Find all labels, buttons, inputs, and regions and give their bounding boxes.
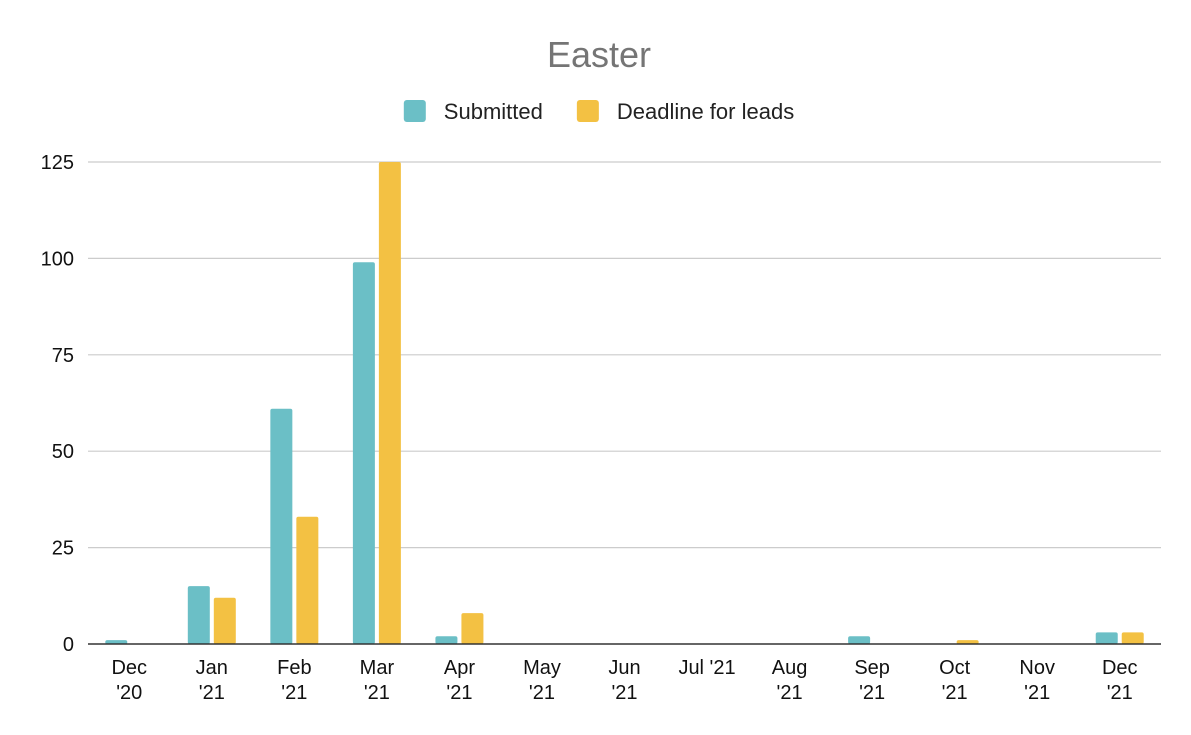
bar-deadline-for-leads <box>956 640 979 644</box>
bar-deadline-for-leads <box>1121 632 1144 644</box>
x-tick-label: Dec '21 <box>1102 657 1138 704</box>
legend-swatch <box>576 100 599 122</box>
gridlines <box>88 161 1161 549</box>
x-tick-label: Mar '21 <box>360 657 395 704</box>
chart-title: Easter <box>547 34 651 75</box>
bar-submitted <box>105 640 128 644</box>
legend-label: Deadline for leads <box>617 99 794 124</box>
x-tick-label: Dec '20 <box>111 657 147 704</box>
y-axis-ticks: 0 25 50 75 100 125 <box>41 152 74 656</box>
y-tick-label: 0 <box>63 634 74 656</box>
x-tick-label: Jan '21 <box>196 657 228 704</box>
x-tick-label: Apr '21 <box>444 657 475 704</box>
x-tick-label: Feb '21 <box>277 657 311 704</box>
x-tick-label: Aug '21 <box>772 657 808 704</box>
bar-submitted <box>435 636 458 644</box>
bar-submitted <box>352 262 375 644</box>
bar-deadline-for-leads <box>378 162 401 644</box>
y-tick-label: 75 <box>52 345 74 367</box>
bars <box>105 162 1144 644</box>
bar-submitted <box>270 408 293 644</box>
x-tick-label: Jun '21 <box>608 657 640 704</box>
legend-label: Submitted <box>444 99 543 124</box>
y-tick-label: 25 <box>52 538 74 560</box>
x-axis-ticks: Dec '20 Jan '21 Feb '21 Mar '21 Apr '21 May '21 Jun '… <box>111 657 1137 704</box>
bar-deadline-for-leads <box>296 516 319 644</box>
bar-deadline-for-leads <box>213 597 236 644</box>
legend-swatch <box>403 100 426 122</box>
bar-submitted <box>187 586 210 644</box>
x-tick-label: Sep '21 <box>854 657 890 704</box>
x-tick-label: Nov '21 <box>1019 657 1055 704</box>
legend: Submitted Deadline for leads <box>403 99 794 124</box>
y-tick-label: 125 <box>41 152 74 174</box>
x-tick-label: Jul '21 <box>678 657 735 679</box>
x-tick-label: May '21 <box>523 657 561 704</box>
y-tick-label: 100 <box>41 248 74 270</box>
y-tick-label: 50 <box>52 441 74 463</box>
bar-submitted <box>848 636 871 644</box>
bar-submitted <box>1095 632 1118 644</box>
bar-deadline-for-leads <box>461 613 484 644</box>
x-tick-label: Oct '21 <box>939 657 971 704</box>
